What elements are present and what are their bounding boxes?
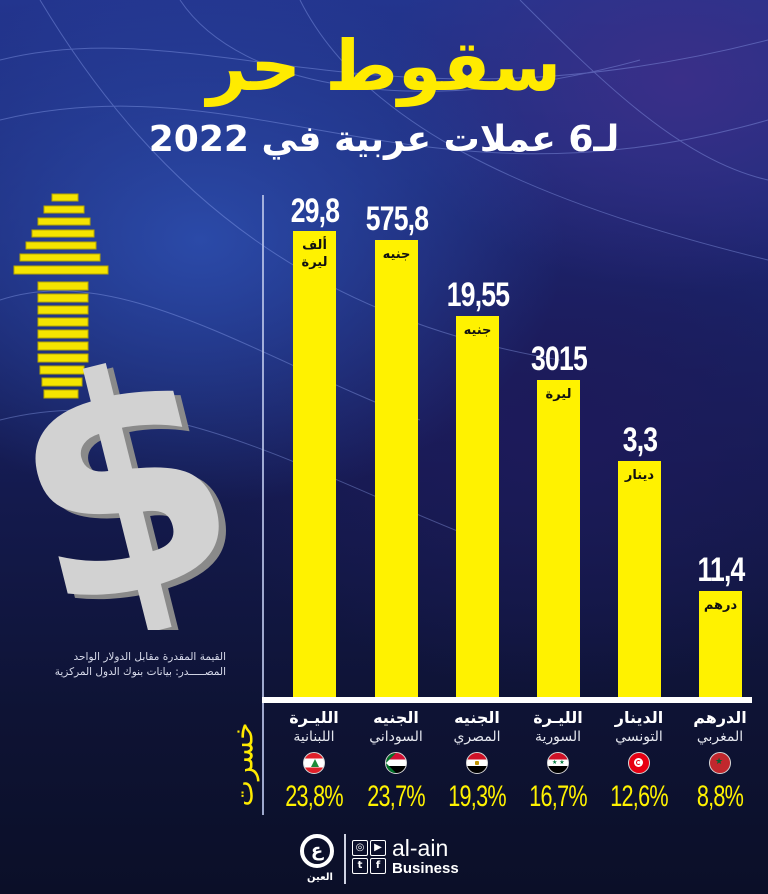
currency-country: المصري (453, 729, 501, 745)
page-subtitle: لـ6 عملات عربية في 2022 (148, 119, 620, 160)
brand-line-1: al-ain (392, 835, 449, 861)
currency-name: الجنيه (454, 708, 500, 727)
bar-value: 3015 (531, 340, 588, 378)
svg-text:$: $ (10, 292, 260, 630)
bar-moroccan-dirham: درهم (699, 591, 742, 697)
facebook-icon[interactable]: f (370, 858, 386, 874)
youtube-icon[interactable]: ▶ (370, 840, 386, 856)
bar-unit: جنيه (382, 247, 411, 262)
bar-egyptian-pound: جنيه (456, 316, 499, 697)
currency-country: اللبنانية (293, 729, 335, 745)
chart-notes: القيمة المقدرة مقابل الدولار الواحد المص… (0, 650, 256, 680)
value-note: القيمة المقدرة مقابل الدولار الواحد (73, 651, 226, 663)
loss-percent: 19,3% (448, 780, 506, 813)
syria-flag-icon: ★ ★ (547, 752, 569, 774)
al-ain-logo-text: العين (307, 872, 333, 883)
currency-country: السورية (534, 729, 582, 745)
category-moroccan-dirham: الدرهم المغربي ★ 8,8% (680, 708, 760, 814)
egypt-flag-icon (466, 752, 488, 774)
twitter-icon[interactable]: t (352, 858, 368, 874)
brand-name: al-ain Business (392, 836, 459, 878)
lost-axis-label: خسرت (226, 721, 260, 807)
category-syrian-lira: الليـرة السورية ★ ★ 16,7% (518, 708, 598, 814)
currency-country: المغربي (696, 729, 744, 745)
bar-unit: ألف ليرة (301, 238, 328, 270)
footer-branding: ع العين ◎ ▶ t f al-ain Business (300, 832, 500, 888)
currency-country: السوداني (369, 729, 423, 745)
bar-unit: درهم (703, 598, 738, 613)
footer-divider (344, 834, 346, 884)
loss-percent: 8,8% (696, 780, 744, 813)
loss-percent: 16,7% (529, 780, 587, 813)
currency-name: الدرهم (693, 708, 747, 727)
loss-percent: 23,7% (367, 780, 425, 813)
loss-percent: 23,8% (285, 780, 343, 813)
x-axis-baseline (262, 697, 752, 703)
tunisia-flag-icon (628, 752, 650, 774)
category-tunisian-dinar: الدينار التونسي 12,6% (599, 708, 679, 814)
arrow-up-icon (13, 193, 109, 399)
y-axis-line (262, 195, 264, 815)
bar-value: 11,4 (697, 551, 745, 589)
category-sudanese-pound: الجنيه السوداني 23,7% (356, 708, 436, 814)
currency-name: الليـرة (289, 708, 339, 727)
page-title: سقوط حر (206, 25, 562, 107)
bar-value: 575,8 (365, 200, 429, 238)
dollar-sign-icon: $ $ (10, 292, 260, 630)
currency-name: الليـرة (533, 708, 583, 727)
bar-value: 3,3 (622, 421, 658, 459)
bar-unit: جنيه (463, 323, 492, 338)
bar-tunisian-dinar: دينار (618, 461, 661, 697)
brand-line-2: Business (392, 860, 459, 877)
bar-sudanese-pound: جنيه (375, 240, 418, 697)
source-note: المصـــــدر: بيانات بنوك الدول المركزية (54, 666, 226, 678)
currency-country: التونسي (615, 729, 663, 745)
bar-syrian-lira: ليرة (537, 380, 580, 697)
social-icons: ◎ ▶ t f (352, 840, 386, 874)
currency-name: الدينار (614, 708, 664, 727)
currency-name: الجنيه (373, 708, 419, 727)
loss-percent: 12,6% (610, 780, 668, 813)
al-ain-logo-icon[interactable]: ع (300, 834, 334, 868)
category-egyptian-pound: الجنيه المصري 19,3% (437, 708, 517, 814)
sudan-flag-icon (385, 752, 407, 774)
bar-lebanese-lira: ألف ليرة (293, 231, 336, 697)
bar-value: 29,8 (290, 192, 340, 230)
lebanon-flag-icon (303, 752, 325, 774)
morocco-flag-icon: ★ (709, 752, 731, 774)
category-lebanese-lira: الليـرة اللبنانية 23,8% (274, 708, 354, 814)
dollar-arrow-illustration: $ $ (10, 193, 260, 630)
instagram-icon[interactable]: ◎ (352, 840, 368, 856)
bar-value: 19,55 (446, 276, 510, 314)
bar-unit: ليرة (545, 387, 572, 402)
bar-unit: دينار (624, 468, 655, 483)
